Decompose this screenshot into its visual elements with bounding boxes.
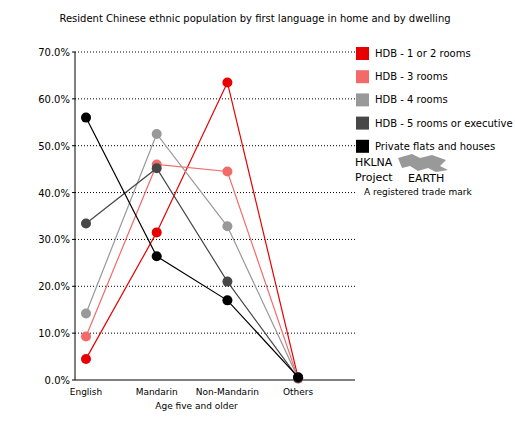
chart-svg: Resident Chinese ethnic population by fi… <box>0 0 515 426</box>
plot-area <box>81 77 303 383</box>
marker <box>152 163 162 173</box>
annotation: EARTH <box>408 172 444 185</box>
y-tick-label: 20.0% <box>38 281 70 292</box>
x-tick-label: English <box>70 387 103 397</box>
grid-line <box>75 52 355 53</box>
y-tick-label: 60.0% <box>38 94 70 105</box>
series-line <box>86 134 298 378</box>
marker <box>81 331 91 341</box>
series-line <box>86 164 298 378</box>
marker <box>81 308 91 318</box>
marker <box>222 221 232 231</box>
y-tick-label: 10.0% <box>38 328 70 339</box>
legend-swatch <box>356 117 369 130</box>
marker <box>152 129 162 139</box>
annotation: Project <box>355 171 393 184</box>
marker <box>81 218 91 228</box>
legend-label: HDB - 3 rooms <box>375 71 448 82</box>
marker <box>293 373 303 383</box>
y-axis <box>75 52 76 380</box>
marker <box>222 295 232 305</box>
marker <box>152 227 162 237</box>
grid-line <box>75 192 355 193</box>
grid-line <box>75 286 355 287</box>
y-tick-label: 70.0% <box>38 47 70 58</box>
legend-swatch <box>356 140 369 153</box>
legend-label: HDB - 4 rooms <box>375 94 448 105</box>
y-tick-label: 30.0% <box>38 234 70 245</box>
marker <box>293 372 303 382</box>
grid-line <box>75 239 355 240</box>
legend-label: HDB - 5 rooms or executive <box>375 118 513 129</box>
marker <box>293 373 303 383</box>
grid-line <box>75 145 355 146</box>
legend-swatch <box>356 93 369 106</box>
y-tick-label: 0.0% <box>45 375 70 386</box>
chart: Resident Chinese ethnic population by fi… <box>0 0 515 426</box>
legend-label: HDB - 1 or 2 rooms <box>375 48 471 59</box>
series-line <box>86 82 298 377</box>
grid-line <box>75 98 355 99</box>
marker <box>222 166 232 176</box>
marker <box>222 77 232 87</box>
marker <box>81 113 91 123</box>
title: Resident Chinese ethnic population by fi… <box>59 13 450 24</box>
x-tick-label: Non-Mandarin <box>196 387 259 397</box>
legend-swatch <box>356 70 369 83</box>
annotation: A registered trade mark <box>364 187 472 197</box>
marker <box>222 277 232 287</box>
y-tick-label: 40.0% <box>38 188 70 199</box>
x-axis <box>75 380 355 381</box>
marker <box>81 354 91 364</box>
marker <box>152 251 162 261</box>
logo-map <box>398 154 448 172</box>
series-line <box>86 168 298 378</box>
legend-label: Private flats and houses <box>375 141 495 152</box>
grid-line <box>75 333 355 334</box>
y-tick-label: 50.0% <box>38 141 70 152</box>
x-tick-label: Mandarin <box>136 387 178 397</box>
x-tick-label: Others <box>283 387 314 397</box>
marker <box>293 373 303 383</box>
x-axis-label: Age five and older <box>155 401 238 411</box>
annotation: HKLNA <box>355 156 393 169</box>
series-line <box>86 118 298 378</box>
legend-swatch <box>356 47 369 60</box>
